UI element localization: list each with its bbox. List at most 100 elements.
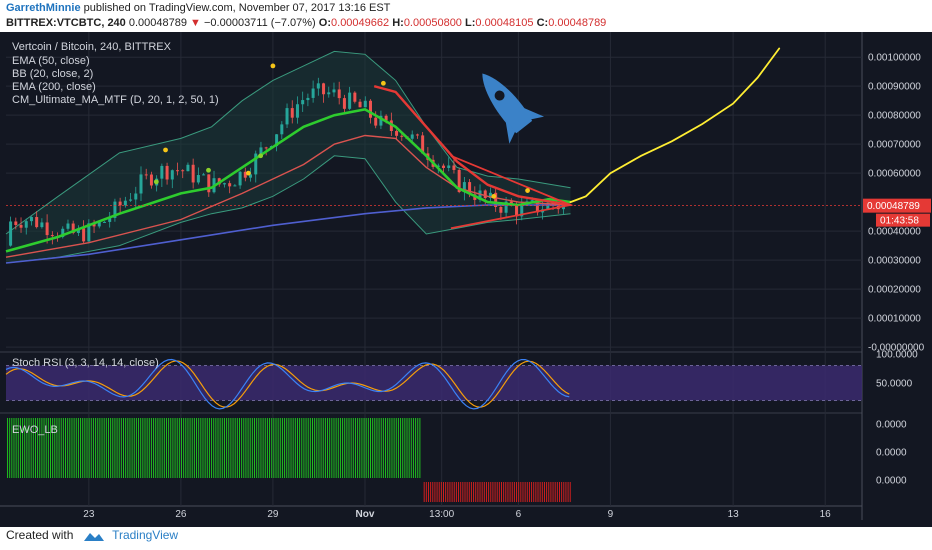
candle-body	[530, 200, 534, 202]
rocket-body	[482, 73, 533, 134]
triangle-pattern	[450, 154, 574, 230]
candle-body	[442, 165, 446, 168]
candle-body	[249, 174, 253, 178]
stoch-tick-label: 100.0000	[876, 350, 918, 361]
chart-canvas[interactable]: 0.00048789 01:43:58 0.00100000 0.00090000 0.…	[0, 32, 932, 527]
time-tick-label: 23	[83, 509, 95, 520]
stoch-band	[6, 365, 862, 401]
signal-dot	[380, 80, 386, 86]
candle-body	[515, 205, 519, 217]
ewo-tick-label: 0.0000	[876, 448, 907, 459]
candle-body	[363, 100, 367, 108]
close-label: C:	[536, 17, 549, 29]
signal-dot	[163, 147, 168, 153]
low-value: 0.00048105	[475, 17, 534, 29]
candle-body	[45, 222, 49, 236]
high-value: 0.00050800	[403, 17, 462, 29]
projection-line	[569, 47, 781, 203]
candle-body	[181, 170, 185, 172]
candle-body	[102, 221, 106, 223]
candle-body	[457, 169, 461, 193]
candle-body	[228, 183, 232, 187]
candle-body	[348, 92, 352, 109]
candle-body	[337, 89, 341, 99]
stoch-k-line	[5, 358, 570, 410]
candle-body	[301, 100, 305, 105]
candle-body	[322, 83, 326, 95]
candle-body	[238, 171, 242, 186]
price-tick-label: 0.00060000	[868, 169, 921, 180]
candle-body	[332, 89, 336, 93]
candle-body	[9, 221, 13, 246]
created-with-text: Created with	[6, 528, 74, 542]
rocket-window	[494, 90, 505, 101]
candle-body	[285, 108, 289, 125]
price-tick-label: -0.00000000	[868, 343, 925, 354]
candle-body	[504, 201, 508, 213]
signal-dot	[258, 153, 264, 159]
candle-body	[494, 192, 498, 207]
candle-body	[92, 223, 96, 227]
signal-dot	[153, 179, 159, 185]
candle-body	[196, 175, 200, 183]
close-value: 0.00048789	[548, 17, 607, 29]
candle-body	[280, 124, 284, 135]
candle-body	[149, 174, 153, 186]
candle-body	[40, 222, 44, 228]
price-tick-label: 0.00020000	[868, 285, 921, 296]
candle-body	[264, 147, 268, 149]
candle-body	[233, 185, 237, 187]
candle-body	[129, 199, 133, 201]
price-change: −0.00003711 (−7.07%)	[204, 17, 316, 29]
candle-body	[295, 104, 299, 118]
candle-body	[353, 92, 357, 102]
candle-body	[14, 221, 18, 225]
author-link[interactable]: GarrethMinnie	[6, 2, 81, 14]
ema50-line	[5, 108, 571, 253]
tradingview-brand[interactable]: TradingView	[112, 528, 179, 542]
stoch-label: Stoch RSI (3, 3, 14, 14, close)	[12, 357, 159, 369]
candle-body	[66, 223, 70, 229]
candle-body	[87, 223, 91, 242]
countdown-label: 01:43:58	[880, 216, 919, 227]
ema200-line	[5, 204, 571, 264]
legend-item: EMA (200, close)	[12, 81, 96, 93]
candle-body	[207, 174, 211, 193]
last-price-label: 0.00048789	[867, 201, 920, 212]
candle-body	[436, 165, 440, 167]
candle-body	[160, 165, 164, 179]
legend-item: CM_Ultimate_MA_MTF (D, 20, 1, 2, 50, 1)	[12, 94, 219, 106]
rocket-fin	[505, 119, 516, 144]
candle-body	[186, 164, 190, 172]
candle-body	[254, 153, 258, 175]
red-ma-line	[373, 85, 571, 207]
price-tick-label: 0.00010000	[868, 314, 921, 325]
time-tick-label: 29	[267, 509, 279, 520]
candle-body	[384, 115, 388, 121]
candle-body	[410, 134, 414, 139]
candle-body	[139, 174, 143, 194]
time-tick-label: 26	[175, 509, 187, 520]
candle-body	[452, 165, 456, 170]
candle-body	[202, 174, 206, 176]
signal-dot	[245, 170, 251, 176]
candle-body	[191, 164, 195, 183]
legend-item: BB (20, close, 2)	[12, 68, 93, 80]
candle-body	[29, 217, 33, 222]
candle-body	[61, 228, 65, 237]
price-axis-panel	[862, 32, 932, 527]
candle-body	[170, 170, 174, 180]
time-tick-label: 16	[820, 509, 832, 520]
candle-body	[222, 183, 226, 185]
ewo-tick-label: 0.0000	[876, 420, 907, 431]
chart-background	[0, 32, 932, 527]
high-label: H:	[392, 17, 404, 29]
price-tick-label: 0.00070000	[868, 140, 921, 151]
candle-body	[395, 131, 399, 136]
stoch-d-line	[5, 360, 570, 408]
candle-body	[82, 228, 86, 242]
legend-title: Vertcoin / Bitcoin, 240, BITTREX	[12, 41, 172, 53]
candle-body	[113, 201, 117, 218]
ewo-label: EWO_LB	[12, 424, 58, 436]
open-value: 0.00049662	[331, 17, 390, 29]
